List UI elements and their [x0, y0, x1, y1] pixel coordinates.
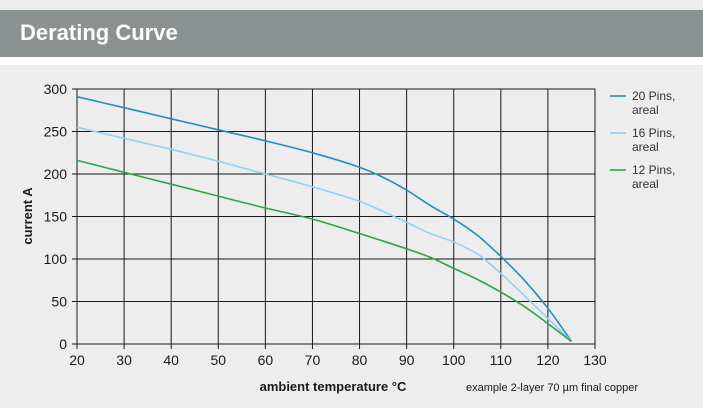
- legend-label: areal: [632, 103, 659, 117]
- legend-label: 20 Pins,: [632, 89, 675, 103]
- legend-label: 12 Pins,: [632, 163, 675, 177]
- legend-label: 16 Pins,: [632, 126, 675, 140]
- header-bar: Derating Curve: [0, 10, 703, 57]
- legend-label: areal: [632, 140, 659, 154]
- x-tick-label: 40: [163, 352, 179, 368]
- y-tick-label: 150: [44, 209, 68, 225]
- series-line-20-pins-areal: [76, 95, 573, 342]
- x-tick-label: 110: [490, 352, 513, 368]
- x-axis-label: ambient temperature °C: [260, 379, 407, 394]
- x-tick-label: 90: [399, 352, 415, 368]
- y-tick-label: 100: [44, 251, 68, 267]
- x-tick-label: 30: [116, 352, 132, 368]
- chart-title: Derating Curve: [20, 20, 178, 45]
- x-tick-label: 50: [210, 352, 226, 368]
- y-tick-label: 300: [44, 81, 68, 97]
- legend-label: areal: [632, 177, 659, 191]
- grid: [72, 88, 596, 349]
- x-tick-label: 130: [583, 352, 607, 368]
- x-tick-label: 100: [442, 352, 466, 368]
- y-tick-label: 200: [44, 166, 68, 182]
- copper-note: example 2-layer 70 µm final copper: [466, 382, 638, 394]
- x-tick-label: 80: [352, 352, 368, 368]
- series-lines: [76, 95, 573, 343]
- x-tick-label: 70: [305, 352, 321, 368]
- chart-panel: [0, 65, 703, 408]
- series-line-16-pins-areal: [76, 126, 573, 342]
- x-tick-labels: 20 30 40 50 60 70 80 90 100 110 120 130: [69, 352, 607, 368]
- y-axis-label: current A: [20, 187, 35, 245]
- x-tick-label: 60: [258, 352, 274, 368]
- y-tick-labels: 0 50 100 150 200 250 300: [44, 81, 68, 352]
- x-tick-label: 20: [69, 352, 85, 368]
- header-gap: [0, 57, 703, 65]
- y-tick-label: 250: [44, 124, 68, 140]
- series-line-12-pins-areal: [76, 159, 572, 343]
- y-tick-label: 0: [59, 336, 67, 352]
- y-tick-label: 50: [51, 294, 67, 310]
- x-tick-label: 120: [536, 352, 560, 368]
